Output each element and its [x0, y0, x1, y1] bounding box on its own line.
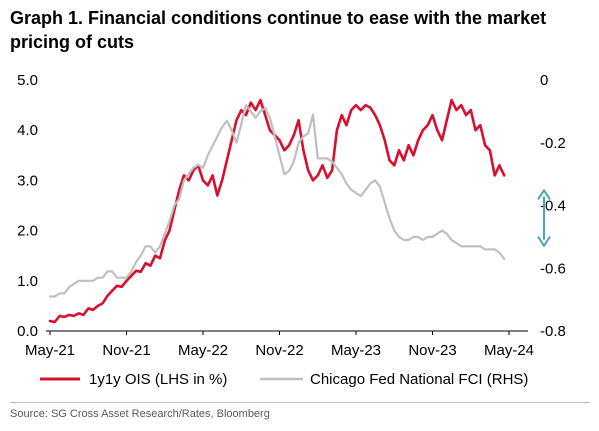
chart-annotations [537, 188, 551, 248]
series-line-ois [48, 98, 506, 324]
x-tick-label: Nov-21 [102, 342, 150, 359]
y-right-tick-label: -0.2 [540, 135, 566, 152]
y-left-tick-label: 4.0 [17, 122, 38, 139]
x-tick-label: May-23 [331, 342, 381, 359]
legend-label-fci: Chicago Fed National FCI (RHS) [310, 371, 528, 388]
y-left-tick-label: 1.0 [17, 273, 38, 290]
x-tick-label: May-21 [25, 342, 75, 359]
arrow-head-up [537, 188, 551, 200]
y-left-tick-label: 5.0 [17, 72, 38, 89]
y-left-tick-label: 2.0 [17, 223, 38, 240]
y-left-tick-label: 3.0 [17, 172, 38, 189]
y-right-tick-label: 0 [540, 72, 548, 89]
source-note: Source: SG Cross Asset Research/Rates, B… [10, 408, 270, 420]
chart-axes: May-21 Nov-21 May-22 Nov-22 May-23 Nov-23 May-… [17, 72, 566, 359]
series-line-fci [48, 104, 506, 298]
arrow-head-down [537, 236, 551, 248]
chart-title: Graph 1. Financial conditions continue t… [10, 8, 547, 52]
source-divider [10, 402, 590, 403]
x-tick-label: May-22 [178, 342, 228, 359]
x-tick-label: Nov-22 [255, 342, 303, 359]
y-right-tick-label: -0.8 [540, 323, 566, 340]
y-right-tick-label: -0.6 [540, 260, 566, 277]
y-right-tick-label: -0.4 [540, 198, 566, 215]
chart-plot: May-21 Nov-21 May-22 Nov-22 May-23 Nov-23 May-… [17, 72, 566, 388]
legend-label-ois: 1y1y OIS (LHS in %) [89, 371, 227, 388]
y-left-tick-label: 0.0 [17, 323, 38, 340]
chart-legend: 1y1y OIS (LHS in %) Chicago Fed National … [40, 371, 528, 388]
x-tick-label: May-24 [484, 342, 534, 359]
x-tick-label: Nov-23 [408, 342, 456, 359]
chart-series [48, 98, 506, 324]
